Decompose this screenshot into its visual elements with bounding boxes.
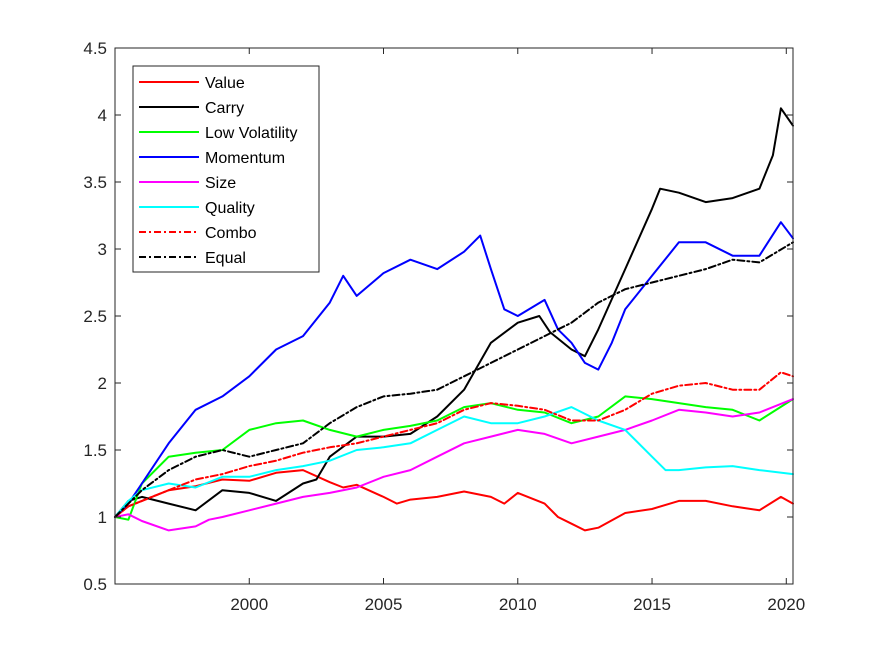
series-line-low-volatility	[114, 395, 794, 521]
y-tick-label: 3.5	[83, 173, 107, 192]
legend-label: Carry	[205, 100, 244, 117]
y-tick-label: 1	[98, 508, 107, 527]
series-line-carry	[114, 107, 794, 518]
legend-label: Quality	[205, 200, 255, 217]
series-line-combo	[114, 371, 794, 518]
x-tick-label: 2020	[767, 595, 805, 614]
legend-label: Momentum	[205, 150, 285, 167]
y-tick-label: 2.5	[83, 307, 107, 326]
series-line-equal	[114, 241, 794, 518]
series-line-value	[114, 469, 794, 532]
y-tick-label: 2	[98, 374, 107, 393]
y-tick-label: 4	[98, 106, 107, 125]
series-line-size	[114, 398, 794, 532]
series-layer	[114, 107, 794, 532]
y-tick-label: 4.5	[83, 39, 107, 58]
legend-label: Size	[205, 175, 236, 192]
legend-label: Combo	[205, 225, 257, 242]
x-tick-label: 2010	[499, 595, 537, 614]
legend-label: Value	[205, 75, 245, 92]
legend-label: Equal	[205, 250, 246, 267]
legend-label: Low Volatility	[205, 125, 298, 142]
y-tick-label: 3	[98, 240, 107, 259]
series-line-quality	[114, 406, 794, 518]
tick-layer: 0.5 1 1.5 2 2.5 3 3.5 4 4.5 2000 2005 2010 2015 2020	[83, 39, 805, 614]
y-tick-label: 1.5	[83, 441, 107, 460]
y-tick-label: 0.5	[83, 575, 107, 594]
series-line-momentum	[114, 221, 794, 518]
legend-box	[132, 65, 320, 273]
x-tick-label: 2005	[365, 595, 403, 614]
x-tick-label: 2000	[230, 595, 268, 614]
x-tick-label: 2015	[633, 595, 671, 614]
legend: Value Carry Low Volatility Momentum Size Qual…	[132, 65, 320, 273]
